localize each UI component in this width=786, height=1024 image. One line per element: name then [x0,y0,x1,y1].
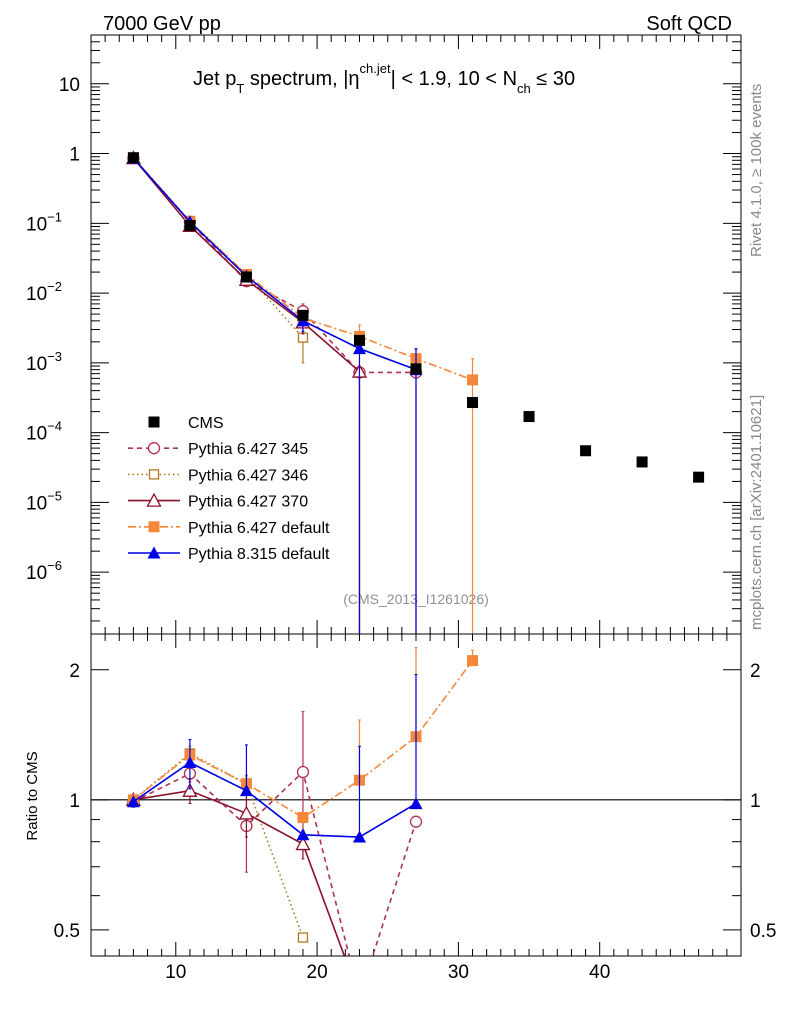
main-y-tick-label: 10−5 [26,488,62,514]
title-part-c: | < 1.9, 10 < N [391,68,517,90]
data-point [580,445,592,457]
data-point [352,342,366,355]
data-point [693,471,705,483]
data-point [184,220,196,232]
legend-marker [146,492,162,507]
legend-marker [148,521,160,533]
main-y-tick-label: 1 [69,145,80,166]
series-main-cms [127,152,705,483]
title-part-c-sub: ch [517,81,531,96]
legend: CMS Pythia 6.427 345 Pythia 6.427 346 Pythi… [128,415,330,563]
ratio-y-tick-label: 1 [69,791,80,812]
main-y-tick-label: 10 [59,75,80,96]
data-point [409,797,423,810]
series-ratio-pythia-8-315-default [126,674,423,843]
data-point [467,655,479,667]
ratio-x-tick-label: 30 [448,962,469,983]
legend-marker [147,546,161,559]
main-title: Jet pT spectrum, |ηch.jet| < 1.9, 10 < N… [193,61,575,96]
data-point [240,271,252,283]
data-point [353,334,365,346]
legend-label: Pythia 6.427 346 [188,467,308,484]
data-point [467,397,479,409]
ratio-axis-ticks: 10 20 30 40 2 2 1 1 0.5 0.5 [54,634,776,983]
legend-label: Pythia 6.427 370 [188,494,308,511]
data-point [352,830,366,843]
ratio-series-layer [125,647,479,956]
legend-label: Pythia 6.427 345 [188,441,308,458]
legend-item: Pythia 6.427 default [128,520,330,537]
main-y-tick-label: 10−6 [26,558,62,584]
data-point [467,374,479,386]
legend-label: Pythia 6.427 default [188,520,330,537]
data-point [409,815,423,828]
ratio-y-tick-label: 0.5 [54,921,80,942]
data-point [636,456,648,468]
legend-item: Pythia 6.427 345 [128,441,308,458]
series-line [132,157,417,371]
data-point [296,828,310,841]
title-part-a-sub: T [236,81,244,96]
ratio-ylabel: Ratio to CMS [24,751,41,840]
data-point [182,782,198,797]
ratio-frame [90,633,742,957]
data-point [126,795,140,808]
data-point [410,363,422,375]
ratio-x-tick-label: 20 [307,962,328,983]
data-point [523,411,535,423]
data-point [183,756,197,769]
ratio-y-tick-label: 2 [69,661,80,682]
legend-marker [148,469,160,480]
main-y-tick-label: 10−3 [26,349,62,375]
legend-item: CMS [148,415,224,432]
legend-item: Pythia 6.427 370 [128,492,308,511]
header-left: 7000 GeV pp [103,13,221,35]
data-point [297,812,309,824]
rivet-label: Rivet 4.1.0, ≥ 100k events [748,84,765,257]
main-y-tick-label: 10−1 [26,209,62,235]
main-series-layer [125,150,705,634]
data-point [297,332,309,343]
title-part-d: ≤ 30 [531,68,575,90]
data-point [127,152,139,164]
data-point [296,765,310,779]
title-part-b-sup: ch.jet [360,61,391,76]
legend-marker [148,416,160,428]
main-y-tick-label: 10−4 [26,419,62,445]
series-line [132,761,417,838]
ratio-x-tick-label: 10 [165,962,186,983]
main-axis-ticks: 10 1 10−1 10−2 10−3 10−4 10−5 10−6 [26,34,742,634]
data-point [239,784,253,797]
ratio-y-tick-label-right: 1 [750,791,761,812]
ratio-y-tick-label-right: 0.5 [750,921,776,942]
data-point [297,932,309,943]
main-y-tick-label: 10−2 [26,279,62,305]
data-point [238,805,255,820]
legend-label: CMS [188,415,224,432]
legend-label: Pythia 8.315 default [188,546,330,563]
header-right: Soft QCD [646,13,732,35]
title-part-b: spectrum, |η [244,68,359,90]
mcplots-label: mcplots.cern.ch [arXiv:2401.10621] [748,395,765,630]
data-point [297,309,309,321]
data-point [295,836,311,851]
title-part-a: Jet p [193,68,236,90]
legend-item: Pythia 8.315 default [128,546,330,563]
ratio-x-tick-label: 40 [589,962,610,983]
legend-marker [147,442,161,455]
ratio-y-tick-label-right: 2 [750,661,761,682]
legend-item: Pythia 6.427 346 [128,467,308,484]
